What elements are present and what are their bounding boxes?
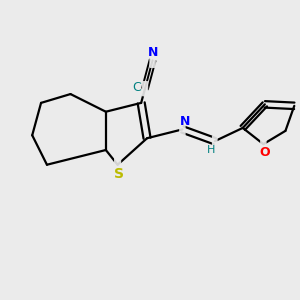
Text: H: H bbox=[207, 145, 215, 155]
Text: N: N bbox=[180, 115, 190, 128]
Text: O: O bbox=[260, 146, 270, 159]
Text: S: S bbox=[114, 167, 124, 181]
Text: N: N bbox=[148, 46, 158, 59]
Text: C: C bbox=[132, 81, 141, 94]
